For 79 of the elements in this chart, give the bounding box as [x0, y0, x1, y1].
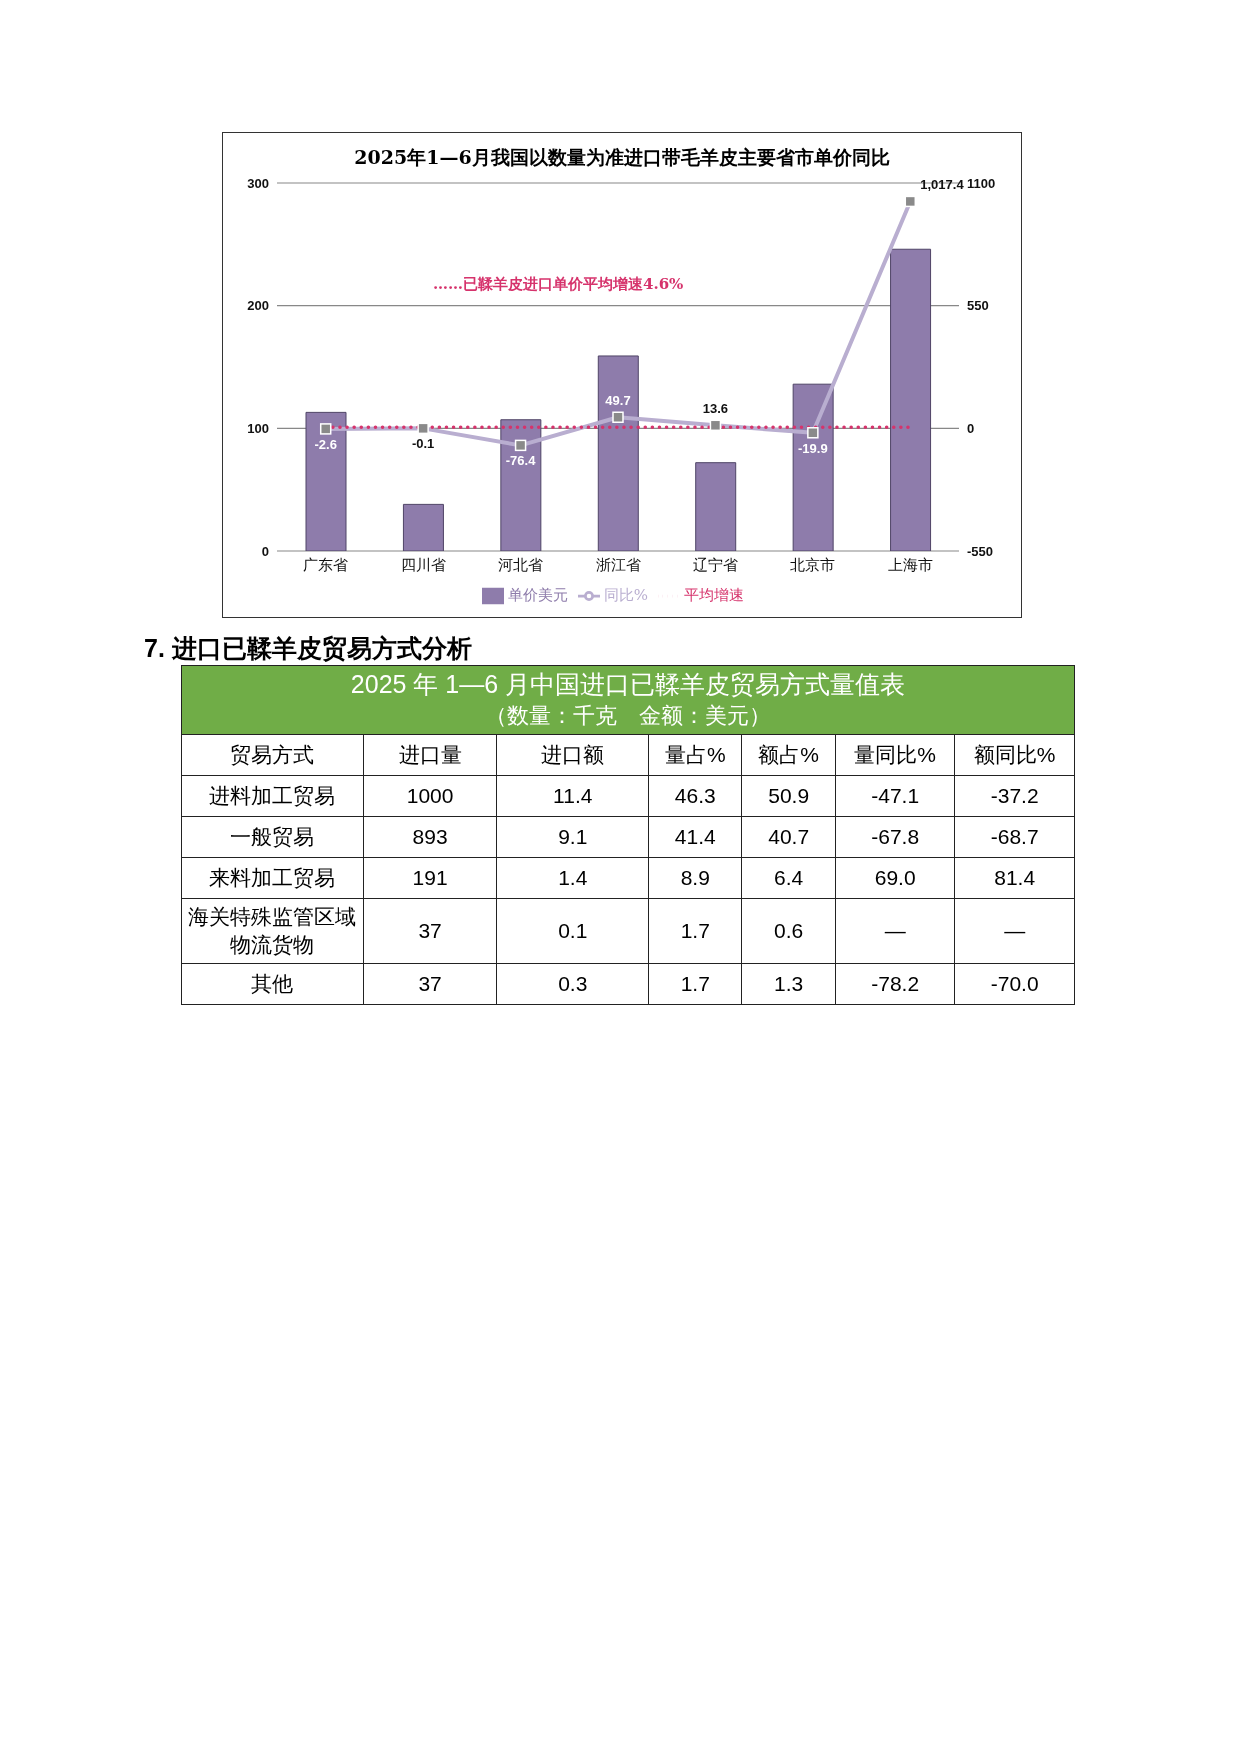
y-tick-label: 200 [247, 298, 269, 314]
text: 0.6 [774, 919, 804, 942]
text: — [884, 919, 906, 942]
category-label: 进口量 [363, 734, 497, 776]
annotation: ……已鞣羊皮进口单价平均增速4.6% [433, 275, 684, 294]
text: 69.0 [874, 866, 916, 889]
text: 11.4 [553, 784, 593, 807]
text: -67.8 [871, 825, 920, 848]
text: 6.4 [774, 866, 804, 889]
category-label: 一般贸易 [230, 825, 315, 848]
bar [597, 355, 639, 551]
bar [305, 411, 347, 551]
bar [695, 462, 737, 551]
x-tick-label: 辽宁省 [692, 555, 738, 574]
text: -68.7 [990, 825, 1039, 848]
text: 1.3 [774, 972, 804, 995]
bar [792, 383, 834, 551]
bar [890, 248, 932, 551]
y2-tick-label: 550 [967, 298, 989, 314]
category-label: 进口额 [496, 734, 649, 776]
y-tick-label: 100 [247, 420, 269, 436]
bar [402, 503, 444, 551]
text: 37 [418, 972, 442, 995]
text: 50.9 [768, 784, 810, 807]
text: 1.7 [680, 972, 710, 995]
data-label: -2.6 [314, 436, 337, 452]
y2-tick-label: 1100 [967, 175, 996, 191]
y-tick-label: 300 [247, 175, 269, 191]
category-label: 贸易方式 [181, 734, 364, 776]
text: 81.4 [994, 866, 1036, 889]
text: 0.1 [558, 919, 588, 942]
bar [500, 419, 542, 551]
data-label: -19.9 [798, 440, 828, 456]
y2-tick-label: 0 [967, 420, 975, 436]
category-label: 量占% [648, 734, 742, 776]
text: 893 [412, 825, 448, 848]
data-label: -0.1 [411, 436, 435, 452]
text: -37.2 [990, 784, 1039, 807]
y2-tick-label: -550 [967, 543, 994, 559]
category-label: 其他 [251, 972, 294, 995]
text: 37 [418, 919, 442, 942]
text: 41.4 [674, 825, 716, 848]
text: 1.7 [680, 919, 710, 942]
text: 1.4 [558, 866, 588, 889]
category-label: 海关特殊监管区域物流货物 [188, 905, 357, 956]
data-label: 13.6 [702, 401, 729, 417]
text: 1000 [406, 784, 454, 807]
data-label: 1,017.4 [920, 177, 965, 193]
category-label: 量同比% [835, 734, 955, 776]
x-tick-label: 四川省 [400, 555, 446, 574]
text: 9.1 [558, 825, 588, 848]
legend-label: 单价美元 [507, 586, 568, 604]
text: -70.0 [990, 972, 1039, 995]
x-tick-label: 浙江省 [595, 555, 641, 574]
x-tick-label: 河北省 [498, 555, 544, 574]
category-label: 额占% [741, 734, 836, 776]
text: -47.1 [871, 784, 920, 807]
y-tick-label: 0 [261, 543, 269, 559]
text: — [1004, 919, 1026, 942]
category-label: 进料加工贸易 [209, 784, 336, 807]
data-label: -76.4 [505, 453, 537, 469]
text: （数量：千克 金额：美元） [484, 702, 772, 730]
text: 46.3 [674, 784, 716, 807]
legend-label: 平均增速 [684, 586, 745, 604]
text: 8.9 [680, 866, 710, 889]
x-tick-label: 北京市 [790, 555, 836, 574]
category-label: 额同比% [954, 734, 1075, 776]
text: -78.2 [871, 972, 920, 995]
data-label: 49.7 [605, 393, 631, 409]
text: 191 [412, 866, 448, 889]
text: 0.3 [558, 972, 588, 995]
category-label: 来料加工贸易 [209, 866, 336, 889]
x-tick-label: 上海市 [887, 555, 933, 574]
text: 7. 进口已鞣羊皮贸易方式分析 [144, 633, 473, 664]
text: 40.7 [768, 825, 810, 848]
text: 2025 年 1—6 月中国进口已鞣羊皮贸易方式量值表 [349, 669, 907, 700]
chart-title: 2025年1—6月我国以数量为准进口带毛羊皮主要省市单价同比 [353, 145, 891, 170]
legend-label: 同比% [603, 586, 649, 604]
x-tick-label: 广东省 [303, 555, 349, 574]
